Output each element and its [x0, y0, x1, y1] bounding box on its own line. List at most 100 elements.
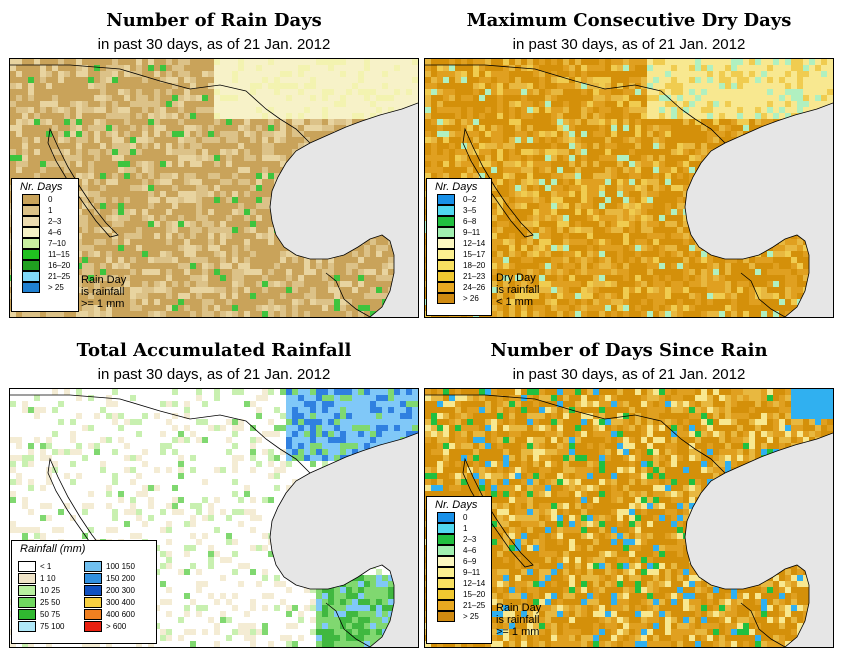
map-cell [208, 95, 214, 101]
map-cell [352, 107, 358, 113]
map-cell [605, 233, 611, 239]
map-cell [575, 65, 581, 71]
map-cell [473, 83, 479, 89]
map-cell [593, 215, 599, 221]
map-cell [563, 191, 569, 197]
map-cell [467, 89, 473, 95]
map-cell [545, 137, 551, 143]
map-cell [268, 227, 274, 233]
map-cell [593, 227, 599, 233]
map-cell [755, 119, 761, 125]
map-cell [58, 161, 64, 167]
map-cell [370, 299, 376, 305]
map-cell [112, 107, 118, 113]
map-cell [262, 143, 268, 149]
map-cell [238, 299, 244, 305]
map-cell [58, 95, 64, 101]
map-cell [797, 71, 803, 77]
map-cell [557, 101, 563, 107]
map-cell [449, 71, 455, 77]
map-cell [148, 215, 154, 221]
map-cell [16, 107, 22, 113]
map-cell [34, 155, 40, 161]
map-cell [569, 161, 575, 167]
map-cell [82, 131, 88, 137]
map-cell [737, 101, 743, 107]
map-cell [94, 263, 100, 269]
map-cell [443, 143, 449, 149]
map-cell [473, 137, 479, 143]
map-cell [64, 65, 70, 71]
map-cell [58, 143, 64, 149]
map-cell [154, 287, 160, 293]
map-cell [214, 161, 220, 167]
map-cell [34, 173, 40, 179]
map-cell [551, 191, 557, 197]
map-cell [581, 71, 587, 77]
map-cell [551, 203, 557, 209]
map-cell [479, 137, 485, 143]
map-cell [202, 281, 208, 287]
map-cell [689, 65, 695, 71]
map-cell [106, 269, 112, 275]
map-cell [713, 119, 719, 125]
map-cell [268, 299, 274, 305]
map-cell [533, 95, 539, 101]
map-cell [617, 95, 623, 101]
map-cell [473, 71, 479, 77]
map-cell [190, 197, 196, 203]
map-cell [653, 227, 659, 233]
map-cell [70, 59, 76, 65]
map-cell [575, 203, 581, 209]
map-cell [791, 101, 797, 107]
map-cell [671, 197, 677, 203]
map-cell [40, 161, 46, 167]
map-cell [16, 119, 22, 125]
map-cell [106, 293, 112, 299]
map-cell [202, 71, 208, 77]
map-cell [256, 305, 262, 311]
map-cell [791, 77, 797, 83]
map-cell [286, 311, 292, 317]
map-cell [797, 65, 803, 71]
map-cell [232, 305, 238, 311]
map-cell [617, 179, 623, 185]
map-cell [653, 131, 659, 137]
map-cell [112, 155, 118, 161]
map-cell [244, 119, 250, 125]
map-cell [665, 197, 671, 203]
map-cell [118, 131, 124, 137]
map-cell [358, 251, 364, 257]
map-cell [196, 233, 202, 239]
map-cell [382, 281, 388, 287]
map-cell [136, 89, 142, 95]
map-cell [521, 77, 527, 83]
map-cell [713, 71, 719, 77]
map-cell [479, 101, 485, 107]
map-cell [425, 83, 431, 89]
map-cell [244, 131, 250, 137]
map-cell [485, 65, 491, 71]
map-cell [16, 71, 22, 77]
map-cell [160, 263, 166, 269]
map-cell [22, 161, 28, 167]
map-cell [274, 287, 280, 293]
map-cell [166, 83, 172, 89]
map-cell [587, 215, 593, 221]
map-cell [238, 101, 244, 107]
map-cell [274, 125, 280, 131]
map-cell [647, 143, 653, 149]
map-cell [352, 59, 358, 65]
map-cell [148, 83, 154, 89]
map-cell [443, 167, 449, 173]
map-cell [106, 215, 112, 221]
map-cell [473, 131, 479, 137]
map-cell [539, 167, 545, 173]
map-cell [256, 167, 262, 173]
map-cell [821, 65, 827, 71]
map-cell [665, 131, 671, 137]
map-cell [569, 143, 575, 149]
map-cell [671, 227, 677, 233]
map-cell [599, 83, 605, 89]
map-cell [521, 167, 527, 173]
